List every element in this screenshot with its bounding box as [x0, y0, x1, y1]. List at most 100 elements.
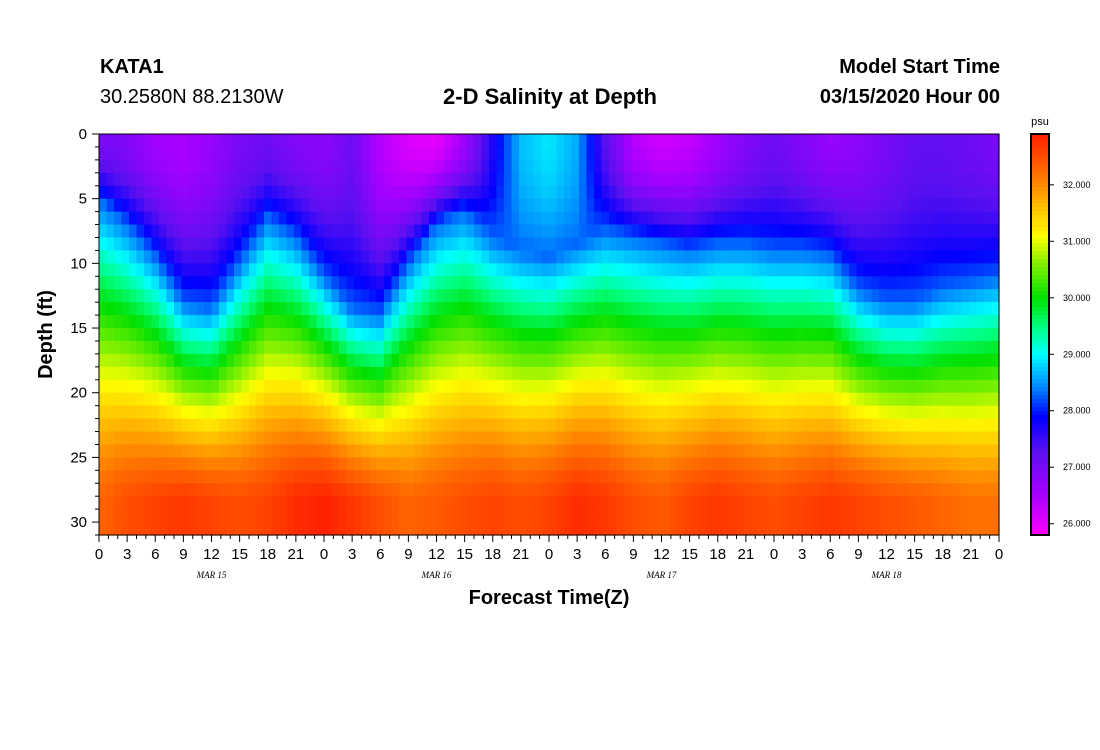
heatmap-cell [406, 496, 415, 510]
heatmap-cell [301, 418, 310, 433]
heatmap-cell [354, 289, 363, 303]
heatmap-cell [166, 366, 175, 381]
heatmap-cell [294, 522, 303, 536]
heatmap-cell [256, 315, 265, 329]
heatmap-cell [834, 405, 843, 420]
heatmap-cell [129, 289, 138, 303]
heatmap-cell [841, 315, 850, 329]
heatmap-cell [706, 431, 715, 446]
heatmap-cell [264, 328, 273, 342]
heatmap-cell [106, 405, 115, 420]
heatmap-cell [159, 405, 168, 420]
heatmap-cell [961, 496, 970, 510]
heatmap-cell [579, 224, 588, 239]
heatmap-cell [939, 237, 948, 252]
heatmap-cell [946, 340, 955, 355]
heatmap-cell [864, 237, 873, 252]
heatmap-cell [729, 444, 738, 458]
heatmap-cell [489, 302, 498, 316]
heatmap-cell [331, 224, 340, 239]
heatmap-cell [489, 211, 498, 226]
heatmap-cell [256, 302, 265, 316]
heatmap-cell [541, 250, 550, 264]
heatmap-cell [511, 250, 520, 264]
heatmap-cell [504, 250, 513, 264]
heatmap-cell [961, 366, 970, 381]
heatmap-cell [136, 444, 145, 458]
heatmap-cell [339, 315, 348, 329]
heatmap-cell [339, 470, 348, 484]
colorbar-segment [1031, 530, 1049, 536]
heatmap-cell [346, 379, 355, 394]
heatmap-cell [654, 134, 663, 148]
heatmap-cell [309, 276, 318, 290]
heatmap-cell [324, 211, 333, 226]
heatmap-cell [601, 353, 610, 368]
heatmap-cell [781, 418, 790, 433]
heatmap-cell [886, 276, 895, 290]
heatmap-cell [324, 315, 333, 329]
heatmap-cell [151, 185, 160, 200]
heatmap-cell [924, 198, 933, 213]
heatmap-cell [279, 457, 288, 471]
heatmap-cell [684, 276, 693, 290]
heatmap-cell [451, 146, 460, 161]
heatmap-cell [286, 159, 295, 174]
heatmap-cell [481, 418, 490, 433]
heatmap-cell [684, 444, 693, 458]
heatmap-cell [489, 509, 498, 523]
heatmap-cell [571, 224, 580, 239]
heatmap-cell [159, 289, 168, 303]
heatmap-cell [504, 172, 513, 187]
heatmap-cell [324, 224, 333, 239]
heatmap-cell [571, 405, 580, 420]
heatmap-cell [324, 302, 333, 316]
heatmap-cell [121, 470, 130, 484]
heatmap-cell [849, 483, 858, 497]
colorbar-segment [1031, 418, 1049, 424]
heatmap-cell [219, 224, 228, 239]
heatmap-cell [196, 211, 205, 226]
heatmap-cell [541, 470, 550, 484]
heatmap-cell [639, 211, 648, 226]
heatmap-cell [946, 509, 955, 523]
heatmap-cell [451, 431, 460, 446]
heatmap-cell [841, 457, 850, 471]
heatmap-cell [159, 250, 168, 264]
heatmap-cell [534, 198, 543, 213]
heatmap-cell [219, 134, 228, 148]
heatmap-cell [406, 134, 415, 148]
heatmap-cell [481, 405, 490, 420]
heatmap-cell [444, 366, 453, 381]
heatmap-cell [579, 315, 588, 329]
y-axis-title: Depth (ft) [35, 290, 57, 379]
heatmap-cell [556, 250, 565, 264]
heatmap-cell [939, 134, 948, 148]
x-tick-label: 15 [231, 546, 248, 563]
heatmap-cell [511, 224, 520, 239]
heatmap-cell [699, 237, 708, 252]
heatmap-cell [376, 457, 385, 471]
heatmap-cell [526, 444, 535, 458]
heatmap-cell [106, 315, 115, 329]
heatmap-cell [691, 198, 700, 213]
heatmap-cell [384, 392, 393, 407]
heatmap-cell [864, 263, 873, 277]
heatmap-cell [654, 276, 663, 290]
heatmap-cell [519, 379, 528, 394]
heatmap-cell [714, 496, 723, 510]
heatmap-cell [256, 509, 265, 523]
heatmap-cell [534, 470, 543, 484]
heatmap-cell [976, 418, 985, 433]
heatmap-cell [594, 328, 603, 342]
heatmap-cell [376, 379, 385, 394]
heatmap-cell [594, 340, 603, 355]
heatmap-cell [991, 172, 1000, 187]
heatmap-cell [706, 522, 715, 536]
heatmap-cell [129, 522, 138, 536]
heatmap-cell [796, 353, 805, 368]
heatmap-cell [196, 159, 205, 174]
heatmap-cell [924, 418, 933, 433]
heatmap-cell [564, 379, 573, 394]
heatmap-cell [609, 185, 618, 200]
